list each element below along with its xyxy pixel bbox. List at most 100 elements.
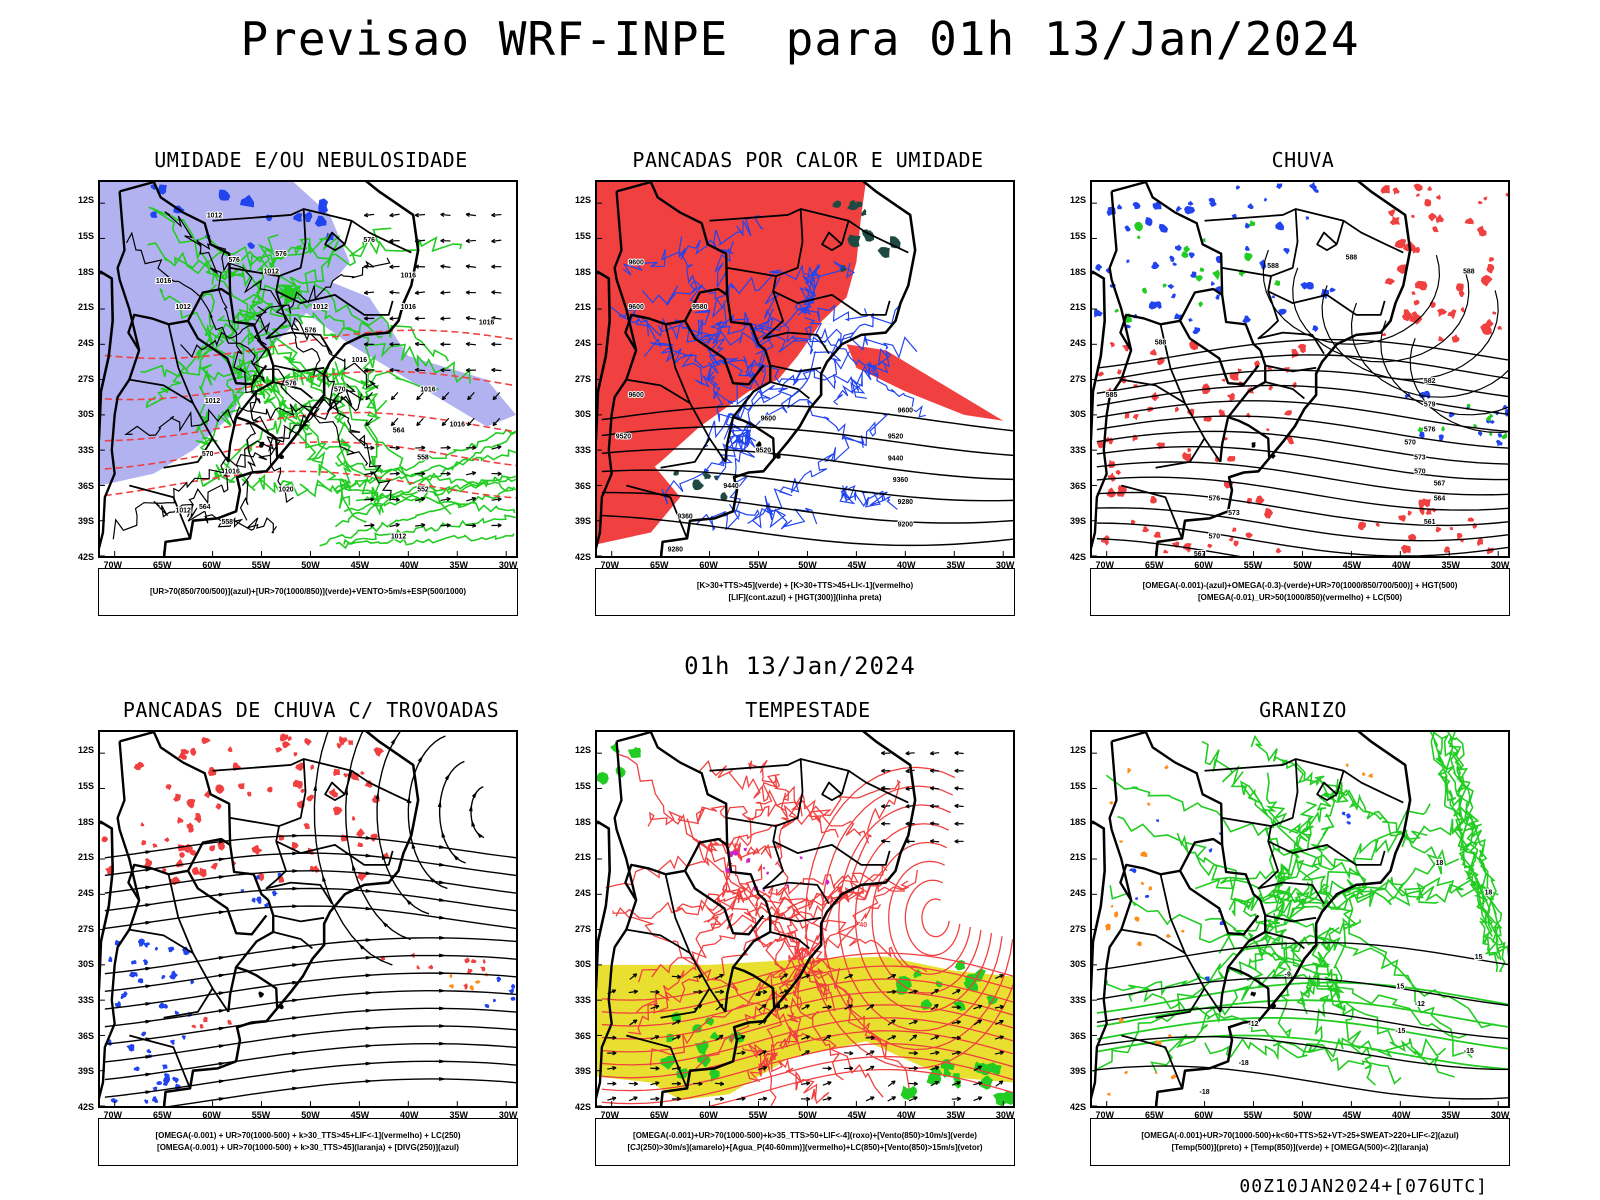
anticyclone-streamline (407, 735, 448, 890)
wind-vector (440, 316, 451, 321)
omega-green-cell (1244, 252, 1253, 262)
wind850-vector (628, 989, 638, 994)
humidity-blue-patch (218, 189, 231, 201)
wind850-green-area (913, 969, 922, 979)
storm-purple-cell (786, 884, 790, 887)
divergence-blue-cell (133, 1066, 140, 1072)
divergence-blue-cell (137, 978, 144, 984)
omega-green-cell (1114, 308, 1119, 313)
latitude-tick-label: 33S (1069, 445, 1086, 456)
omega-blue-cell (1305, 282, 1314, 290)
temp850-contour (1448, 732, 1503, 937)
flow-arrowhead (292, 833, 300, 838)
lifted-index-contour (641, 260, 855, 306)
wind850-vector (844, 1004, 853, 1010)
flow-arrowhead (292, 869, 300, 873)
rain-red-cell (1233, 540, 1239, 547)
state-border (762, 841, 830, 905)
thunder-red-cell (189, 849, 197, 856)
map-canvas: 1012 1012 1016 1012 1012 1016 1016 1016 1016 1016… (100, 182, 516, 556)
flow-arrowhead (365, 938, 374, 943)
wind850-vector (954, 750, 964, 756)
wind850-vector (629, 1019, 638, 1026)
lifted-index-contour (832, 347, 892, 406)
latitude-tick-label: 33S (77, 445, 94, 456)
temp850-contour (1096, 981, 1508, 1014)
precipitable-water-contour (775, 908, 830, 1001)
wind850-vector (929, 803, 940, 809)
panel-title: PANCADAS DE CHUVA C/ TROVOADAS (122, 698, 500, 722)
wind850-vector (929, 839, 940, 844)
hgt500-contour (1096, 445, 1508, 481)
longitude-tick-label: 45W (1342, 1110, 1362, 1120)
hail-blue-cell (1131, 868, 1137, 874)
temp850-contour (1194, 814, 1483, 890)
latitude-tick-label: 15S (1069, 781, 1086, 792)
state-border (770, 914, 822, 923)
thickness-contour (104, 441, 516, 470)
green-index-patch (860, 208, 867, 217)
contour-label: 1012 (176, 507, 192, 514)
storm-purple-cell (762, 866, 765, 870)
wind-vector (440, 523, 451, 528)
longitude-tick-label: 30W (498, 1110, 518, 1120)
wind850-vector (994, 974, 1004, 979)
state-border (129, 378, 194, 404)
latitude-tick-label: 30S (574, 959, 591, 970)
latitude-tick-label: 27S (1069, 923, 1086, 934)
lake-mark (1270, 1003, 1277, 1010)
wind-vector (389, 316, 400, 321)
rain-red-cell (1207, 543, 1213, 549)
humidity-1000-850-contour (159, 288, 384, 506)
precipitable-water-contour (748, 759, 839, 838)
latitude-tick-label: 21S (574, 302, 591, 313)
rain-red-cell (1182, 451, 1192, 463)
omega-blue-cell (1172, 262, 1177, 266)
latitude-tick-label: 18S (77, 266, 94, 277)
flow-arrowhead (145, 1072, 153, 1077)
state-border (1257, 291, 1325, 355)
flow-arrowhead (218, 1044, 227, 1049)
rain-red-cell (1380, 185, 1390, 194)
wind850-vector (929, 768, 940, 774)
lc250-streamline (104, 1060, 516, 1098)
latitude-tick-label: 15S (77, 781, 94, 792)
wind850-vector (930, 1050, 940, 1056)
country-border (1178, 287, 1223, 322)
omega500-orange-cell (1368, 773, 1374, 778)
omega500-orange-cell (1141, 881, 1145, 885)
state-border (770, 381, 810, 400)
wind-vector (491, 341, 502, 347)
rain-red-cell (1097, 371, 1105, 377)
precipitable-water-contour (746, 1030, 800, 1083)
longitude-tick-label: 40W (897, 1110, 916, 1120)
precipitable-water-contour (787, 938, 804, 1052)
latitude-tick-label: 18S (574, 816, 591, 827)
latitude-tick-label: 36S (1069, 1030, 1086, 1041)
longitude-tick-label: 65W (1144, 560, 1164, 570)
flow-arrowhead (365, 888, 374, 893)
thunder-red-cell (339, 735, 348, 746)
lc850-streamline (904, 879, 961, 957)
flow-arrowhead (471, 790, 478, 799)
thunder-red-cell (201, 737, 211, 745)
omega-blue-cell (1300, 282, 1307, 290)
panel-legend: [OMEGA(-0.001) + UR>70(1000-500) + k>30_… (98, 1118, 518, 1166)
wind850-vector (995, 1019, 1004, 1025)
country-border (119, 182, 270, 352)
omega-blue-cell (1126, 259, 1130, 264)
green-index-patch (832, 200, 841, 208)
state-border (626, 378, 691, 404)
contour-label: 576 (1209, 496, 1221, 503)
flow-arrowhead (292, 1016, 300, 1020)
temp500-contour (1096, 1006, 1508, 1040)
storm-purple-cell (732, 850, 739, 856)
rain-red-cell (1228, 537, 1234, 542)
omega-green-cell (1198, 301, 1204, 308)
wind850-vector (930, 1035, 940, 1041)
flow-arrowhead (218, 1009, 227, 1013)
hgt300-contour (601, 469, 1013, 502)
state-border (1155, 987, 1206, 1019)
thunder-red-cell (209, 845, 216, 852)
rain-red-cell (1424, 199, 1432, 207)
